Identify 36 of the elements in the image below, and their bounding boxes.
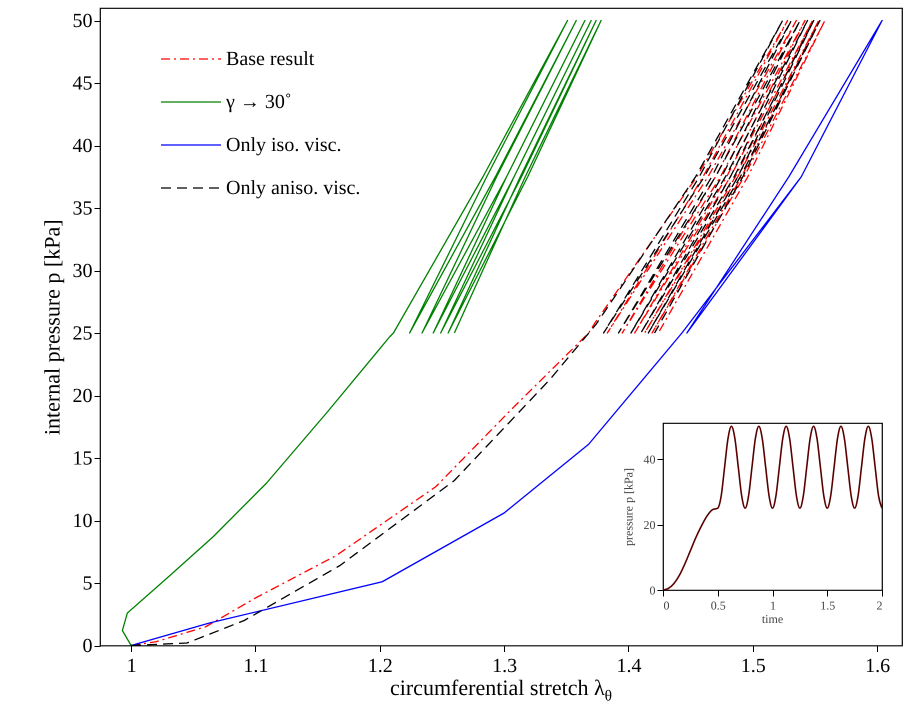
x-tick-label: 0.5 [710, 598, 726, 612]
x-tick-label: 1.2 [368, 655, 393, 677]
y-tick-label: 45 [72, 72, 92, 94]
y-tick-label: 40 [644, 452, 656, 467]
x-axis-title: time [762, 612, 784, 627]
legend-label: Base result [226, 48, 315, 70]
y-tick-label: 0 [82, 635, 92, 657]
x-tick-label: 2 [876, 598, 882, 612]
line-series [663, 425, 882, 590]
y-axis-title: pressure p [kPa] [622, 468, 636, 546]
y-tick-label: 10 [72, 510, 92, 532]
y-axis-title: internal pressure p [kPa] [40, 219, 64, 436]
y-tick-label: 5 [82, 572, 92, 594]
y-tick-label: 35 [72, 198, 92, 220]
x-tick-label: 1.1 [243, 655, 268, 677]
y-tick-label: 20 [72, 385, 92, 407]
x-tick-label: 0 [664, 598, 670, 612]
y-tick-label: 25 [72, 322, 92, 344]
legend-label: γ → 30˚ [225, 91, 292, 113]
x-tick-label: 1.5 [820, 598, 836, 612]
x-tick-label: 1.3 [492, 655, 518, 677]
line-series [122, 20, 602, 646]
x-tick-label: 1 [126, 655, 137, 677]
y-tick-label: 0 [650, 584, 656, 598]
x-tick-label: 1.5 [740, 655, 766, 677]
y-tick-label: 20 [644, 518, 656, 532]
x-tick-label: 1.4 [616, 655, 642, 677]
x-tick-label: 1 [770, 598, 776, 612]
legend-label: Only iso. visc. [226, 134, 342, 156]
legend-label: Only aniso. visc. [226, 177, 360, 199]
y-tick-label: 15 [72, 448, 92, 470]
y-tick-label: 40 [72, 135, 92, 157]
y-tick-label: 30 [72, 260, 92, 282]
x-tick-label: 1.6 [865, 655, 890, 677]
y-tick-label: 50 [72, 10, 92, 32]
x-axis-title: circumferential stretch λ$_{θ}$ [390, 675, 612, 706]
